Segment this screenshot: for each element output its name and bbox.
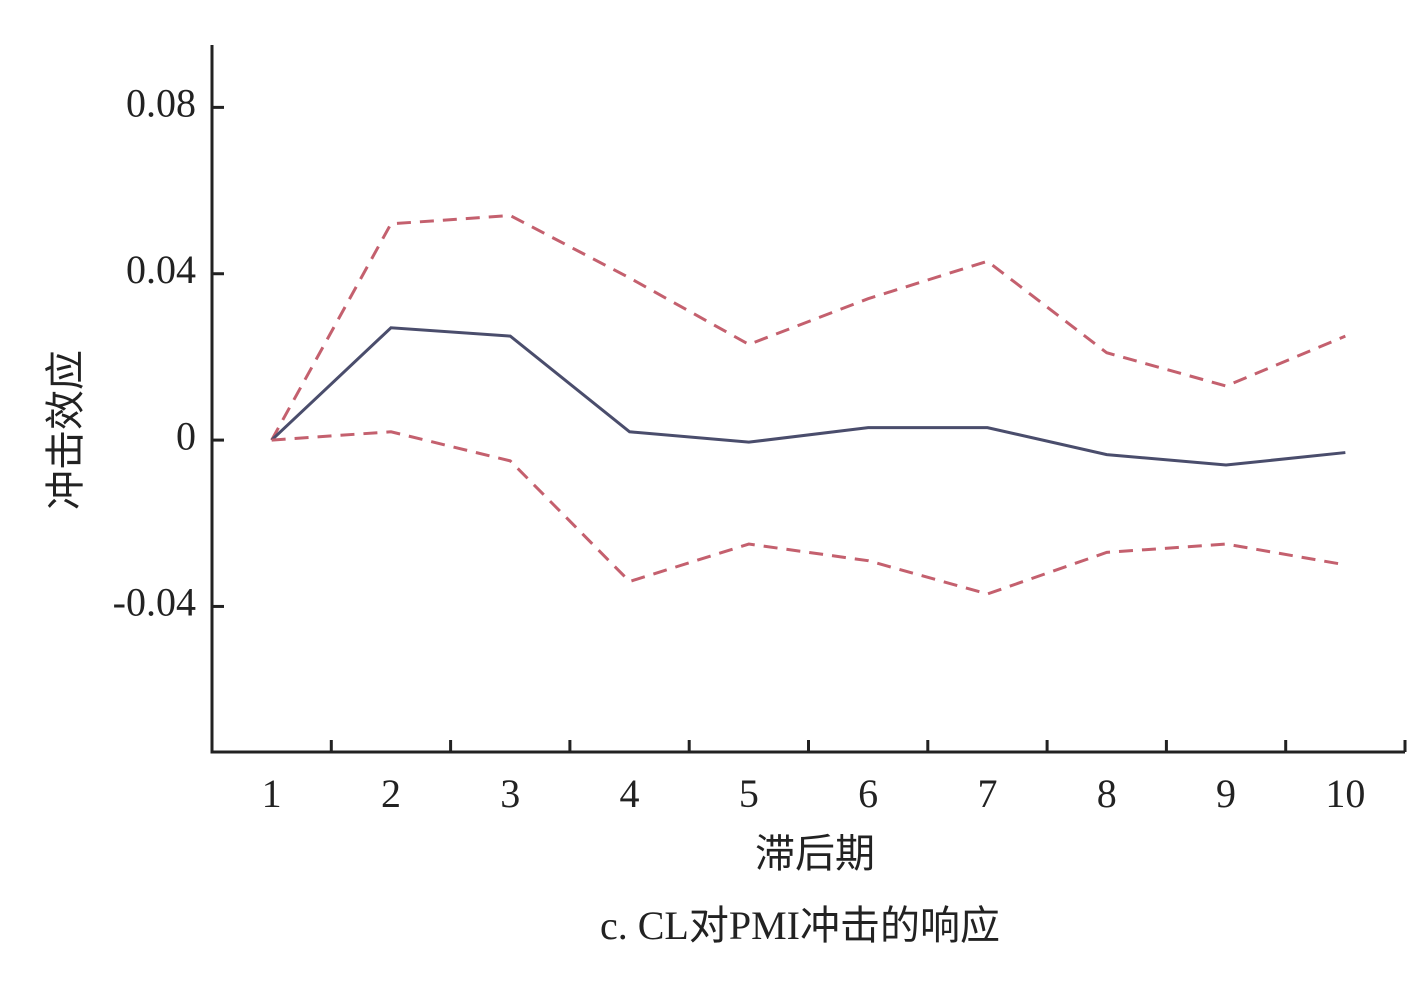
caption: c. CL对PMI冲击的响应 bbox=[600, 903, 1000, 948]
x-tick-label: 10 bbox=[1325, 771, 1365, 816]
series-line bbox=[270, 326, 1346, 467]
x-tick-label: 5 bbox=[739, 771, 759, 816]
y-tick-label: 0.04 bbox=[126, 247, 196, 292]
axes bbox=[210, 45, 1405, 754]
series-line bbox=[271, 430, 1346, 596]
x-tick-label: 8 bbox=[1097, 771, 1117, 816]
series-line bbox=[270, 213, 1346, 441]
x-tick-label: 7 bbox=[977, 771, 997, 816]
x-tick-label: 4 bbox=[620, 771, 640, 816]
y-tick-label: 0 bbox=[176, 413, 196, 458]
x-tick-label: 2 bbox=[381, 771, 401, 816]
x-tick-label: 3 bbox=[500, 771, 520, 816]
x-tick-label: 1 bbox=[262, 771, 282, 816]
y-tick-label: 0.08 bbox=[126, 81, 196, 126]
x-tick-label: 6 bbox=[858, 771, 878, 816]
x-axis-label: 滞后期 bbox=[755, 831, 875, 876]
y-axis-label: 冲击效应 bbox=[43, 350, 88, 510]
x-tick-label: 9 bbox=[1216, 771, 1236, 816]
y-tick-label: -0.04 bbox=[113, 580, 196, 625]
